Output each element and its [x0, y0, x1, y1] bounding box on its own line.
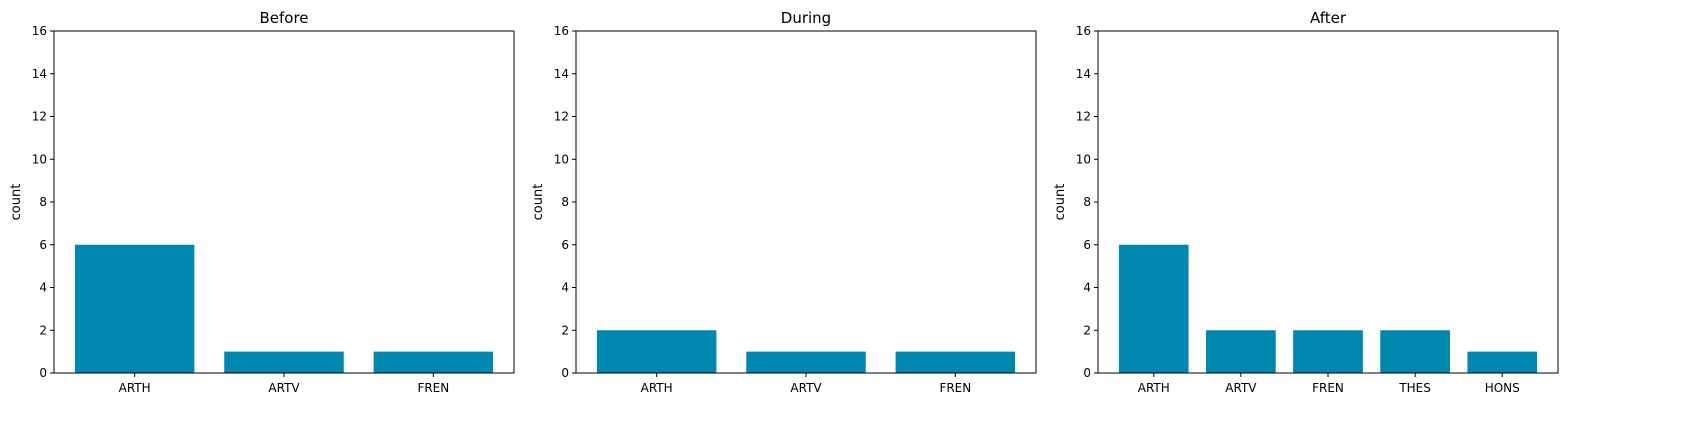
axes-frame [575, 30, 1037, 374]
y-tick-label: 4 [39, 281, 47, 295]
y-tick-label: 8 [39, 195, 47, 209]
chart-panel-during: 0 2 4 6 8 10 12 14 16 ARTH ARTV FREN count During [531, 9, 1037, 395]
y-tick-label: 14 [554, 67, 569, 81]
y-axis-label: count [531, 184, 546, 221]
x-tick-label: THES [1398, 381, 1431, 395]
x-tick-label: ARTH [119, 381, 151, 395]
bar-artv [1206, 330, 1276, 373]
y-tick-label: 14 [32, 67, 47, 81]
y-tick-label: 8 [561, 195, 569, 209]
x-tick-label: ARTH [1138, 381, 1170, 395]
y-tick-label: 8 [1083, 195, 1091, 209]
x-tick-label: ARTV [1225, 381, 1257, 395]
y-tick-label: 10 [554, 152, 569, 166]
y-tick-label: 16 [1076, 24, 1091, 38]
y-tick-label: 0 [39, 366, 47, 380]
y-tick-label: 12 [32, 110, 47, 124]
bar-fren [1293, 330, 1363, 373]
bar-artv [224, 351, 344, 373]
y-axis-label: count [9, 184, 24, 221]
chart-panel-before: 0 2 4 6 8 10 12 14 16 ARTH ARTV FREN count Before [9, 9, 515, 395]
y-tick-label: 0 [561, 366, 569, 380]
bar-thes [1380, 330, 1450, 373]
y-tick-label: 16 [32, 24, 47, 38]
bar-artv [746, 351, 866, 373]
bar-fren [895, 351, 1016, 373]
y-tick-label: 12 [554, 110, 569, 124]
x-tick-label: ARTV [790, 381, 822, 395]
y-tick-label: 2 [39, 323, 47, 337]
y-tick-label: 6 [561, 238, 569, 252]
bar-hons [1467, 351, 1538, 373]
y-tick-label: 4 [1083, 281, 1091, 295]
x-tick-label: FREN [939, 381, 971, 395]
bar-arth [74, 244, 195, 373]
panel-title: Before [259, 9, 308, 27]
x-tick-label: ARTV [268, 381, 300, 395]
panel-title: After [1310, 9, 1347, 27]
y-tick-label: 2 [1083, 323, 1091, 337]
y-tick-label: 10 [1076, 152, 1091, 166]
y-tick-label: 12 [1076, 110, 1091, 124]
panel-title: During [781, 9, 831, 27]
bar-arth [1118, 244, 1189, 373]
y-tick-label: 4 [561, 281, 569, 295]
x-tick-label: FREN [1312, 381, 1344, 395]
y-tick-label: 16 [554, 24, 569, 38]
y-tick-label: 2 [561, 323, 569, 337]
x-tick-label: HONS [1485, 381, 1520, 395]
y-tick-label: 0 [1083, 366, 1091, 380]
y-axis-label: count [1053, 184, 1068, 221]
y-tick-label: 6 [1083, 238, 1091, 252]
y-tick-label: 6 [39, 238, 47, 252]
bar-arth [596, 330, 717, 373]
x-tick-label: FREN [417, 381, 449, 395]
y-tick-label: 10 [32, 152, 47, 166]
y-tick-label: 14 [1076, 67, 1091, 81]
chart-panel-after: 0 2 4 6 8 10 12 14 16 ARTH ARTV FREN THES HONS count Af… [1053, 9, 1559, 395]
x-tick-label: ARTH [641, 381, 673, 395]
bar-fren [373, 351, 494, 373]
